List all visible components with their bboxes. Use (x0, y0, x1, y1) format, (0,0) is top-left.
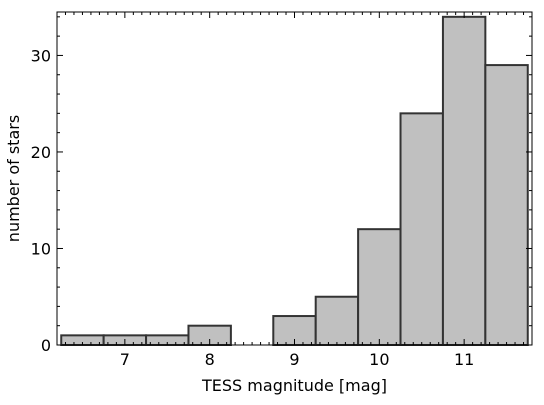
y-tick-label: 10 (31, 239, 51, 258)
x-axis-label: TESS magnitude [mag] (201, 376, 387, 395)
x-tick-label: 10 (369, 350, 389, 369)
y-tick-label: 20 (31, 143, 51, 162)
histogram-bar (441, 15, 487, 347)
histogram-bar (399, 112, 444, 346)
bars-layer (60, 15, 529, 347)
x-tick-label: 8 (205, 350, 215, 369)
y-tick-label: 0 (41, 336, 51, 355)
x-tick-label: 7 (120, 350, 130, 369)
x-tick-label: 9 (289, 350, 299, 369)
histogram-bar (357, 228, 402, 347)
histogram-bar (484, 64, 529, 347)
y-axis-label: number of stars (4, 115, 23, 242)
histogram-bar (314, 295, 360, 347)
ticks-layer: 7 8 9 10 11 0 10 20 30 (31, 12, 533, 369)
x-tick-label: 11 (454, 350, 474, 369)
y-tick-label: 30 (31, 46, 51, 65)
